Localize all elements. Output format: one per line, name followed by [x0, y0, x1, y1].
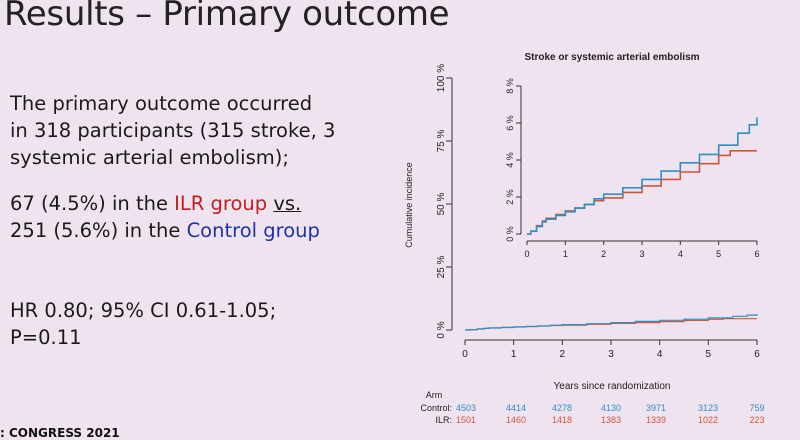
inset-x-tick-label: 3	[639, 249, 644, 259]
inset-y-tick-label: 0 %	[505, 226, 515, 242]
risk-table-value: 223	[749, 415, 764, 425]
main-y-tick-label: 0 %	[436, 321, 447, 338]
text-line: systemic arterial embolism);	[10, 146, 289, 169]
risk-table-value: 4503	[456, 403, 476, 413]
inset-x-tick-label: 6	[754, 249, 759, 259]
main-x-tick-label: 5	[706, 349, 712, 360]
risk-table-header: Arm	[426, 390, 443, 400]
risk-table-value: 3971	[646, 403, 666, 413]
inset-series-line-ilr	[527, 150, 757, 235]
main-y-tick-label: 100 %	[436, 64, 447, 92]
main-x-tick-label: 4	[657, 349, 663, 360]
risk-table-value: 1339	[646, 415, 666, 425]
group-comparison-text: 67 (4.5%) in the ILR group vs. 251 (5.6%…	[10, 190, 320, 244]
inset-y-tick-label: 6 %	[505, 115, 515, 131]
risk-table-value: 3123	[698, 403, 718, 413]
main-y-tick-label: 75 %	[436, 129, 447, 152]
main-x-tick-label: 1	[511, 349, 517, 360]
control-group-label: Control group	[186, 219, 320, 242]
risk-table-value: 4278	[552, 403, 572, 413]
inset-x-tick-label: 2	[601, 249, 606, 259]
text-line: 251 (5.6%) in the Control group	[10, 217, 320, 244]
ilr-count: 67 (4.5%) in the	[10, 192, 175, 215]
inset-y-tick-label: 2 %	[505, 189, 515, 205]
text-line: P=0.11	[10, 326, 82, 349]
main-series-line-control	[465, 314, 758, 331]
slide-title: Results – Primary outcome	[4, 0, 450, 34]
risk-table-value: 1383	[601, 415, 621, 425]
risk-table-row-label: Control:	[420, 403, 452, 413]
control-count: 251 (5.6%) in the	[10, 219, 187, 242]
y-axis-label: Cumulative incidence	[404, 162, 414, 248]
x-axis-label: Years since randomization	[554, 381, 671, 392]
risk-table-value: 1460	[506, 415, 526, 425]
primary-outcome-text: The primary outcome occurred in 318 part…	[10, 90, 335, 171]
main-x-tick-label: 6	[754, 349, 760, 360]
inset-title: Stroke or systemic arterial embolism	[524, 52, 699, 63]
hazard-ratio-text: HR 0.80; 95% CI 0.61-1.05; P=0.11	[10, 297, 276, 351]
inset-x-tick-label: 4	[678, 249, 683, 259]
inset-series-line-control	[527, 117, 758, 235]
ilr-group-label: ILR group	[174, 192, 268, 215]
risk-table-value: 1418	[552, 415, 572, 425]
risk-table-value: 759	[749, 403, 764, 413]
text-line: The primary outcome occurred	[10, 92, 313, 115]
text-line: in 318 participants (315 stroke, 3	[10, 119, 336, 142]
main-series-line-ilr	[465, 318, 757, 331]
risk-table-value: 4414	[506, 403, 526, 413]
text-line: 67 (4.5%) in the ILR group vs.	[10, 190, 320, 217]
inset-x-tick-label: 0	[524, 249, 529, 259]
inset-x-tick-label: 1	[563, 249, 568, 259]
inset-y-tick-label: 4 %	[505, 152, 515, 168]
vs-label: vs.	[273, 192, 302, 215]
main-x-tick-label: 2	[560, 349, 566, 360]
risk-table-value: 1501	[456, 415, 476, 425]
risk-table-value: 4130	[601, 403, 621, 413]
inset-x-tick-label: 5	[716, 249, 721, 259]
main-x-tick-label: 0	[462, 349, 468, 360]
inset-y-tick-label: 8 %	[505, 78, 515, 94]
congress-footer: : CONGRESS 2021	[0, 426, 120, 440]
risk-table-row-label: ILR:	[435, 415, 452, 425]
main-x-tick-label: 3	[608, 349, 614, 360]
text-line: HR 0.80; 95% CI 0.61-1.05;	[10, 299, 277, 322]
main-y-tick-label: 25 %	[436, 255, 447, 278]
risk-table-value: 1022	[698, 415, 718, 425]
main-y-tick-label: 50 %	[436, 192, 447, 215]
